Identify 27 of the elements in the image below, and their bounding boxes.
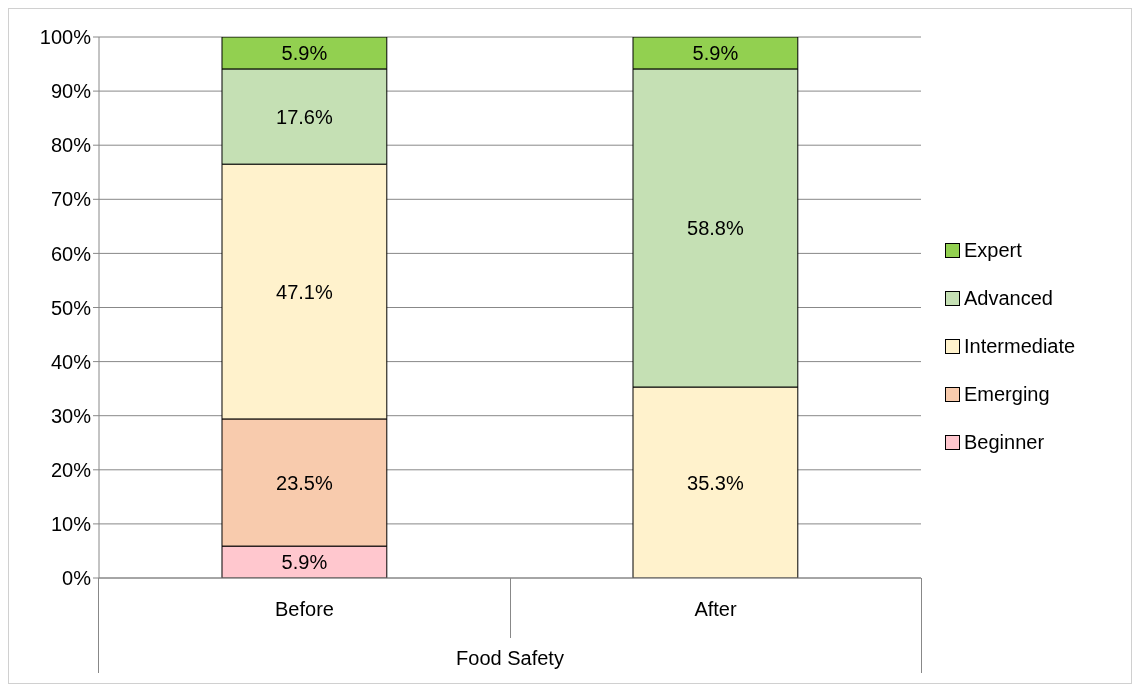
y-tick-label: 50%: [50, 296, 92, 319]
data-label: 35.3%: [687, 471, 744, 494]
y-tick-label: 30%: [50, 404, 92, 427]
y-tick-label: 100%: [39, 26, 92, 49]
legend-label: Beginner: [964, 430, 1045, 454]
x-tick-label: After: [694, 598, 737, 620]
y-tick-label: 90%: [50, 80, 92, 103]
x-axis-title: Food Safety: [456, 647, 564, 669]
legend-label: Advanced: [964, 286, 1053, 310]
legend-label: Intermediate: [964, 334, 1076, 358]
legend-label: Emerging: [964, 382, 1050, 406]
y-tick-label: 10%: [50, 513, 92, 535]
y-tick-label: 70%: [50, 188, 92, 211]
data-label: 47.1%: [276, 280, 333, 303]
y-tick-label: 0%: [62, 567, 92, 590]
data-label: 23.5%: [276, 471, 333, 494]
y-tick-label: 20%: [50, 458, 92, 481]
data-label: 17.6%: [276, 105, 333, 128]
data-label: 5.9%: [692, 41, 739, 64]
data-label: 5.9%: [281, 551, 328, 574]
legend-label: Expert: [964, 238, 1022, 262]
data-label: 5.9%: [281, 41, 328, 64]
y-tick-label: 40%: [50, 350, 92, 373]
y-tick-label: 60%: [50, 242, 92, 265]
y-tick-label: 80%: [50, 134, 92, 157]
x-tick-label: Before: [275, 598, 334, 620]
data-label: 58.8%: [687, 216, 744, 239]
